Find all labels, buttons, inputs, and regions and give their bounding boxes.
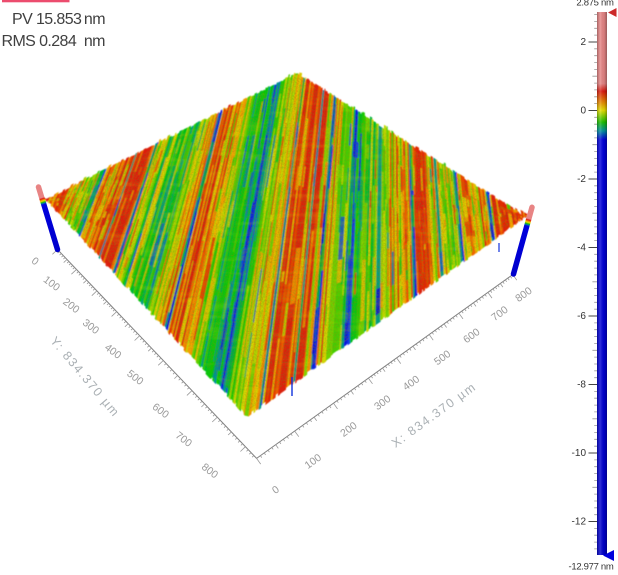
svg-text:-8: -8 <box>577 380 586 391</box>
svg-text:2: 2 <box>580 37 586 48</box>
svg-text:PV 15.853 nm: PV 15.853 nm <box>12 11 105 28</box>
svg-text:-10: -10 <box>572 448 587 459</box>
svg-text:-4: -4 <box>577 243 586 254</box>
svg-text:-12.977 nm: -12.977 nm <box>568 562 613 573</box>
svg-text:-6: -6 <box>577 311 586 322</box>
svg-text:-2: -2 <box>577 174 586 185</box>
svg-text:RMS 0.284 nm: RMS 0.284 nm <box>2 33 106 50</box>
svg-text:-12: -12 <box>572 517 587 528</box>
svg-text:0: 0 <box>580 106 586 117</box>
svg-text:2.875 nm: 2.875 nm <box>576 0 614 9</box>
svg-text:0: 0 <box>270 483 282 496</box>
